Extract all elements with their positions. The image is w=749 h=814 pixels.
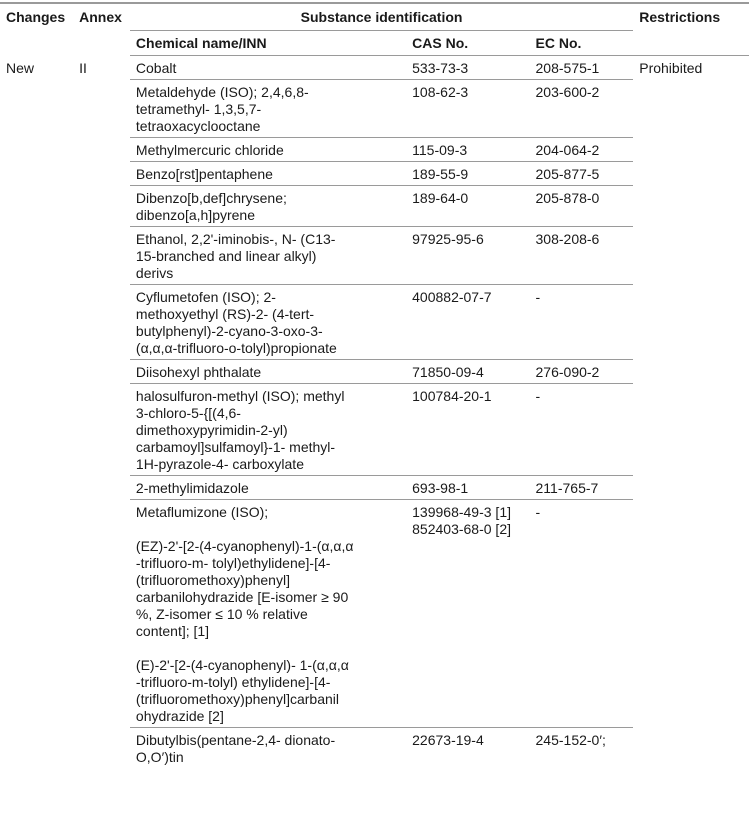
table-row: Benzo[rst]pentaphene 189-55-9 205-877-5	[0, 161, 749, 186]
cas-no-cell: 100784-20-1	[406, 383, 530, 476]
ec-no-cell: -	[529, 383, 634, 476]
ec-no-cell: 208-575-1	[529, 55, 634, 80]
chemical-name-cell: Cyflumetofen (ISO); 2- methoxyethyl (RS)…	[129, 284, 407, 360]
table-row: Ethanol, 2,2'-iminobis-, N- (C13- 15-bra…	[0, 226, 749, 285]
chemical-name-cell: Ethanol, 2,2'-iminobis-, N- (C13- 15-bra…	[129, 226, 407, 285]
annex-cell: II	[79, 59, 87, 76]
ec-no-cell: 205-878-0	[529, 185, 634, 227]
cas-no-cell: 71850-09-4	[406, 359, 530, 384]
header-cas-no: CAS No.	[406, 30, 530, 56]
header-restrictions: Restrictions	[639, 9, 721, 25]
cas-no-cell: 533-73-3	[406, 55, 530, 80]
cas-no-cell: 108-62-3	[406, 79, 530, 138]
ec-no-cell: 245-152-0′;	[535, 732, 606, 748]
table-row: Dibenzo[b,def]chrysene; dibenzo[a,h]pyre…	[0, 185, 749, 227]
cas-no-cell: 115-09-3	[406, 137, 530, 162]
chemical-name-cell: Methylmercuric chloride	[129, 137, 407, 162]
cas-no-cell: 97925-95-6	[406, 226, 530, 285]
header-ec-no: EC No.	[529, 30, 634, 56]
ec-no-cell: 276-090-2	[529, 359, 634, 384]
ec-no-cell: 211-765-7	[529, 475, 634, 500]
header-annex: Annex	[79, 9, 122, 25]
table-row: Metaldehyde (ISO); 2,4,6,8- tetramethyl-…	[0, 79, 749, 138]
ec-no-cell: 308-208-6	[529, 226, 634, 285]
header-chemical-name: Chemical name/INN	[129, 30, 407, 56]
cas-no-cell: 22673-19-4	[412, 732, 484, 748]
chemical-name-cell: Dibenzo[b,def]chrysene; dibenzo[a,h]pyre…	[129, 185, 407, 227]
table-row: 2-methylimidazole 693-98-1 211-765-7	[0, 475, 749, 500]
table-row: Cyflumetofen (ISO); 2- methoxyethyl (RS)…	[0, 284, 749, 360]
table-row: Dibutylbis(pentane-2,4- dionato- O,O′)ti…	[0, 728, 749, 769]
table-row: Metaflumizone (ISO); (EZ)-2'-[2-(4-cyano…	[0, 499, 749, 728]
chemical-name-cell: Metaflumizone (ISO); (EZ)-2'-[2-(4-cyano…	[129, 499, 407, 728]
changes-cell: New	[6, 59, 35, 76]
ec-no-cell: 205-877-5	[529, 161, 634, 186]
ec-no-cell: -	[529, 499, 634, 728]
restrictions-cell: Prohibited	[639, 60, 703, 76]
ec-no-cell: 203-600-2	[529, 79, 634, 138]
table-body: New II Cobalt 533-73-3 208-575-1 Prohibited Me…	[0, 55, 749, 769]
header-empty	[73, 31, 130, 56]
table-row: Methylmercuric chloride 115-09-3 204-064-2	[0, 137, 749, 162]
header-changes: Changes	[6, 9, 66, 25]
substance-table: Changes Annex Substance identification R…	[0, 2, 749, 768]
table-row: Diisohexyl phthalate 71850-09-4 276-090-2	[0, 359, 749, 384]
header-empty	[0, 31, 73, 56]
cas-no-cell: 139968-49-3 [1] 852403-68-0 [2]	[406, 499, 530, 728]
cas-no-cell: 693-98-1	[406, 475, 530, 500]
table-row: halosulfuron-methyl (ISO); methyl 3-chlo…	[0, 383, 749, 476]
header-empty	[633, 30, 749, 56]
chemical-name-cell: 2-methylimidazole	[129, 475, 407, 500]
ec-no-cell: -	[529, 284, 634, 360]
cas-no-cell: 400882-07-7	[406, 284, 530, 360]
ec-no-cell: 204-064-2	[529, 137, 634, 162]
header-substance-identification: Substance identification	[129, 3, 634, 31]
cas-no-cell: 189-64-0	[406, 185, 530, 227]
table-row: New II Cobalt 533-73-3 208-575-1 Prohibited	[0, 55, 749, 80]
cas-no-cell: 189-55-9	[406, 161, 530, 186]
chemical-name-cell: Benzo[rst]pentaphene	[129, 161, 407, 186]
chemical-name-cell: Diisohexyl phthalate	[129, 359, 407, 384]
chemical-name-cell: Dibutylbis(pentane-2,4- dionato- O,O′)ti…	[135, 732, 336, 765]
chemical-name-cell: halosulfuron-methyl (ISO); methyl 3-chlo…	[129, 383, 407, 476]
chemical-name-cell: Metaldehyde (ISO); 2,4,6,8- tetramethyl-…	[129, 79, 407, 138]
chemical-name-cell: Cobalt	[129, 55, 407, 80]
